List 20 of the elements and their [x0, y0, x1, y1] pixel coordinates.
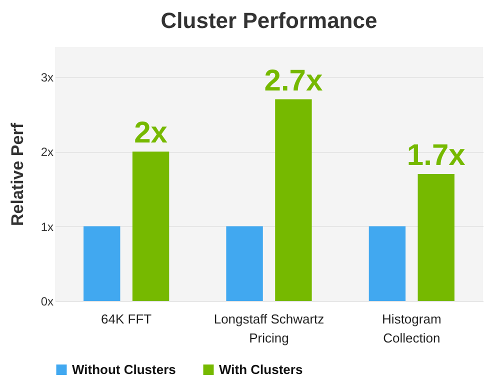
y-tick-label: 2x [40, 145, 54, 160]
data-label: 1.7x [406, 139, 466, 172]
x-tick-label: Histogram Collection [382, 312, 442, 346]
bar [275, 99, 312, 301]
bar [84, 226, 120, 301]
y-tick-label: 3x [40, 70, 54, 84]
bar [418, 174, 454, 301]
bar [132, 152, 170, 301]
y-axis-title: Relative Perf [8, 122, 27, 226]
y-tick-label: 0x [40, 294, 54, 308]
x-tick-label: Longstaff Schwartz Pricing [214, 312, 324, 346]
x-tick-label: 64K FFT [101, 312, 152, 326]
legend-label: Without Clusters [72, 362, 176, 377]
y-tick-label: 1x [40, 220, 54, 234]
data-label: 2.7x [264, 64, 323, 98]
data-label: 2x [134, 116, 168, 150]
legend-label: With Clusters [219, 362, 303, 377]
chart-title: Cluster Performance [160, 8, 378, 33]
bar [368, 226, 406, 301]
bar [226, 226, 263, 301]
